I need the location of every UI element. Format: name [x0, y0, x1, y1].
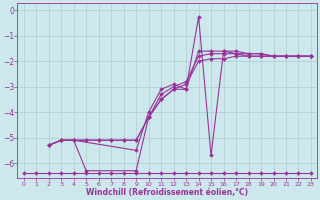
X-axis label: Windchill (Refroidissement éolien,°C): Windchill (Refroidissement éolien,°C) [86, 188, 248, 197]
